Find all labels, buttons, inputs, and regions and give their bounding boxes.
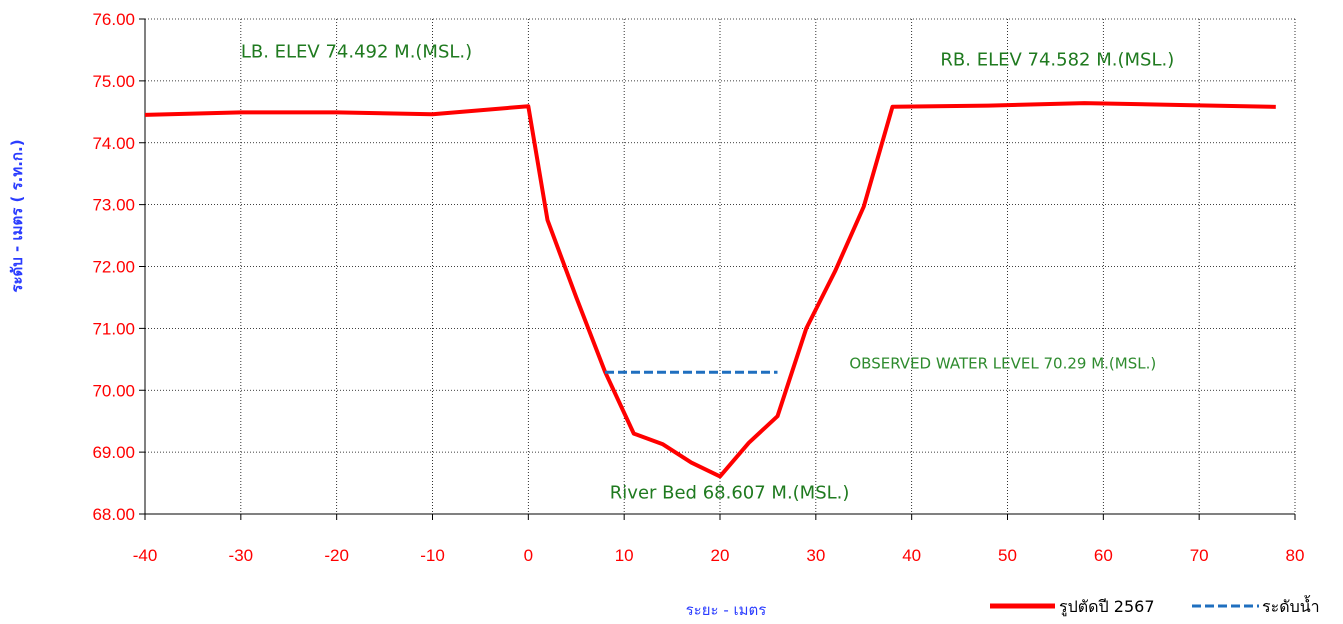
plot-frame	[139, 18, 1296, 520]
y-tick-label: 75.00	[92, 72, 135, 91]
annotation-right-bank: RB. ELEV 74.582 M.(MSL.)	[940, 49, 1174, 70]
x-tick-label: 60	[1094, 546, 1113, 565]
annotation-left-bank: LB. ELEV 74.492 M.(MSL.)	[241, 41, 472, 62]
legend-label-water: ระดับน้ำ	[1262, 595, 1320, 616]
legend-label-section: รูปตัดปี 2567	[1059, 597, 1155, 617]
x-tick-label: 80	[1286, 546, 1305, 565]
x-tick-label: 30	[806, 546, 825, 565]
y-tick-label: 71.00	[92, 319, 135, 338]
x-tick-label: -10	[420, 546, 445, 565]
series-layer	[144, 101, 1276, 479]
x-tick-label: -30	[229, 546, 254, 565]
x-tick-label: 0	[524, 546, 533, 565]
x-tick-label: 40	[902, 546, 921, 565]
y-tick-label: 70.00	[92, 381, 135, 400]
y-tick-labels: 68.00 69.00 70.00 71.00 72.00 73.00 74.00 75.00…	[92, 10, 135, 524]
annotation-water-level: OBSERVED WATER LEVEL 70.29 M.(MSL.)	[849, 355, 1156, 373]
x-tick-label: -20	[324, 546, 349, 565]
y-tick-label: 72.00	[92, 258, 135, 277]
annotation-river-bed: River Bed 68.607 M.(MSL.)	[610, 483, 850, 504]
grid	[144, 18, 1296, 515]
x-axis-label: ระยะ - เมตร	[686, 601, 767, 619]
y-tick-label: 73.00	[92, 196, 135, 215]
y-tick-label: 74.00	[92, 134, 135, 153]
y-tick-label: 76.00	[92, 10, 135, 29]
x-tick-label: 10	[615, 546, 634, 565]
annotations: LB. ELEV 74.492 M.(MSL.) RB. ELEV 74.582…	[241, 41, 1174, 503]
y-tick-label: 68.00	[92, 505, 135, 524]
x-tick-label: -40	[133, 546, 158, 565]
series-line-cross-section	[144, 101, 1276, 479]
y-tick-label: 69.00	[92, 443, 135, 462]
x-tick-label: 70	[1190, 546, 1209, 565]
legend: รูปตัดปี 2567 ระดับน้ำ	[990, 595, 1320, 617]
x-tick-label: 20	[711, 546, 730, 565]
x-tick-labels: -40 -30 -20 -10 0 10 20 30 40 50 60 70 80	[133, 546, 1305, 565]
x-tick-label: 50	[998, 546, 1017, 565]
y-axis-label: ระดับ - เมตร ( ร.ท.ก.)	[8, 139, 26, 292]
